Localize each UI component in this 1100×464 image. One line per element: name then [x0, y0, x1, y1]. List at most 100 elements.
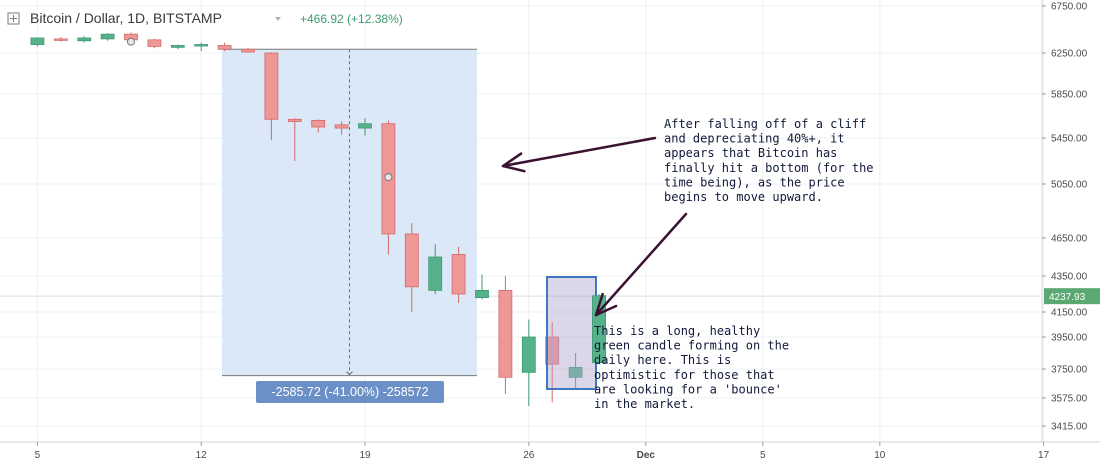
candle-body — [147, 39, 162, 47]
arrow-shaft — [594, 212, 688, 317]
measure-label-bg — [256, 381, 444, 403]
annotation-top-line: and depreciating 40%+, it — [664, 132, 845, 146]
annotation-bottom-line: are looking for a 'bounce' — [594, 382, 782, 396]
x-tick-label: 19 — [359, 450, 371, 461]
arrow-to-measure — [501, 136, 657, 173]
candle — [498, 276, 513, 394]
candle-body — [170, 45, 185, 48]
candle — [568, 353, 583, 389]
annotation-bottom-line: daily here. This is — [594, 353, 731, 367]
candle — [241, 48, 255, 53]
annotation-bottom-line: in the market. — [594, 397, 695, 411]
annotation-top-line: After falling off of a cliff — [664, 117, 866, 131]
candle — [170, 44, 185, 50]
candles — [30, 32, 606, 406]
y-tick-label: 5850.00 — [1051, 90, 1088, 101]
y-tick-label: 6250.00 — [1051, 49, 1088, 60]
candle — [77, 36, 92, 43]
candle-body — [428, 256, 443, 291]
annotation-top-line: begins to move upward. — [664, 190, 823, 204]
candle — [264, 52, 279, 141]
candle-body — [217, 45, 232, 50]
y-tick-label: 3415.00 — [1051, 422, 1088, 433]
candle-body — [545, 336, 560, 365]
current-price-label: 4237.93 — [1049, 292, 1086, 303]
candle-body — [475, 289, 489, 298]
candle-body — [451, 254, 466, 295]
x-tick-label: 10 — [874, 450, 886, 461]
grid — [0, 0, 1045, 442]
collapse-icon — [7, 12, 20, 25]
candle — [358, 118, 372, 136]
annotation-bottom-line: optimistic for those that — [594, 368, 775, 382]
x-tick-label: 5 — [760, 450, 766, 461]
arrow-shaft — [501, 136, 657, 168]
x-tick-label: 12 — [196, 450, 208, 461]
y-tick-label: 3575.00 — [1051, 394, 1088, 405]
candle-body — [53, 38, 68, 41]
candle-body — [358, 123, 372, 129]
y-tick-label: 4350.00 — [1051, 272, 1088, 283]
y-tick-label: 4150.00 — [1051, 308, 1088, 319]
annotation-arrows — [501, 136, 688, 317]
candle-body — [30, 37, 45, 45]
candle — [147, 38, 162, 49]
candle — [217, 42, 232, 52]
candle — [451, 246, 466, 303]
annotation-bottom-line: This is a long, healthy — [594, 324, 760, 338]
chevron-down-icon — [275, 17, 281, 21]
candle — [100, 33, 115, 41]
candle-body — [264, 52, 279, 120]
y-tick-label: 5050.00 — [1051, 180, 1088, 191]
candle-body — [521, 336, 536, 373]
legend: Bitcoin / Dollar, 1D, BITSTAMP +466.92 (+… — [7, 10, 403, 26]
x-tick-label: Dec — [637, 450, 656, 461]
marker-dot — [127, 37, 135, 46]
arrowhead-icon — [501, 152, 526, 173]
chart-title: Bitcoin / Dollar, 1D, BITSTAMP — [30, 10, 222, 26]
candle — [428, 244, 443, 294]
candle-body — [287, 118, 302, 122]
candle-body — [311, 120, 326, 128]
candle — [194, 42, 209, 52]
candle-body — [334, 124, 349, 129]
highlight-box — [546, 276, 606, 390]
x-tick-label: 5 — [35, 450, 41, 461]
candle — [334, 121, 349, 135]
candle — [404, 223, 419, 312]
x-tick-label: 17 — [1038, 450, 1050, 461]
candle — [287, 118, 302, 161]
candle — [53, 37, 68, 42]
candle — [475, 274, 489, 300]
current-price-tag — [1044, 288, 1100, 305]
y-tick-label: 3950.00 — [1051, 333, 1088, 344]
measure-arrow-icon — [346, 371, 353, 376]
candle-body — [241, 48, 255, 53]
annotation-top-line: time being), as the price — [664, 175, 845, 189]
price-change: +466.92 (+12.38%) — [300, 12, 403, 26]
candle-body — [194, 44, 209, 47]
y-tick-label: 3750.00 — [1051, 365, 1088, 376]
candle-body — [77, 37, 92, 42]
candle — [311, 119, 326, 133]
candle-body — [498, 289, 513, 378]
arrow-to-candle — [594, 212, 688, 317]
y-tick-label: 6750.00 — [1051, 2, 1088, 13]
annotation-top-line: appears that Bitcoin has — [664, 146, 837, 160]
candle-body — [568, 366, 583, 378]
highlight-rect — [546, 276, 597, 390]
y-tick-label: 5450.00 — [1051, 134, 1088, 145]
marker-dot — [384, 173, 393, 182]
measure-label: -2585.72 (-41.00%) -258572 — [271, 385, 428, 399]
candle-body — [100, 33, 115, 40]
annotation-bottom-line: green candle forming on the — [594, 339, 789, 353]
candle-body — [404, 233, 419, 288]
x-tick-label: 26 — [523, 450, 535, 461]
y-tick-label: 4650.00 — [1051, 234, 1088, 245]
arrowhead-icon — [594, 292, 618, 317]
